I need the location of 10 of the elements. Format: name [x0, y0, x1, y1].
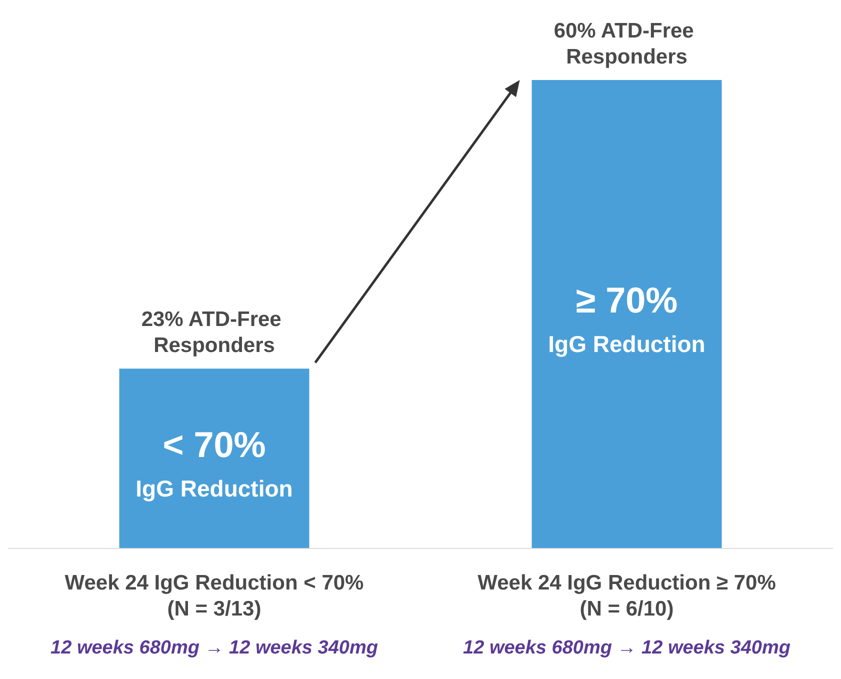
x-tick-label: Week 24 IgG Reduction ≥ 70% (N = 6/10)	[478, 572, 776, 620]
annotation: ≥ 70%	[576, 280, 678, 320]
text: 12 weeks 680mg → 12 weeks 340mg	[50, 638, 378, 658]
annotation: IgG Reduction	[136, 475, 293, 502]
x-tick-label: Week 24 IgG Reduction < 70% (N = 3/13)	[64, 572, 364, 620]
annotation: < 70%	[162, 424, 266, 465]
data-label: 23% ATD-Free Responders	[141, 308, 288, 358]
data-label: 60% ATD-Free Responders	[554, 20, 700, 68]
annotation: IgG Reduction	[548, 331, 706, 357]
text: 12 weeks 680mg → 12 weeks 340mg	[463, 638, 791, 658]
